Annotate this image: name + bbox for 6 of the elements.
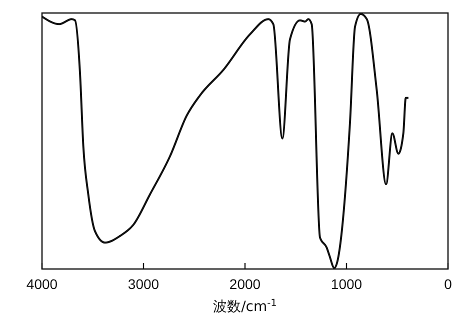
x-tick-label: 1000 xyxy=(330,276,362,292)
x-axis-title: 波数/cm$^{-1}$ xyxy=(213,298,277,315)
x-tick-label: 0 xyxy=(444,276,452,292)
x-tick-label: 4000 xyxy=(26,276,58,292)
x-tick-label: 3000 xyxy=(128,276,160,292)
x-tick-label: 2000 xyxy=(229,276,261,292)
